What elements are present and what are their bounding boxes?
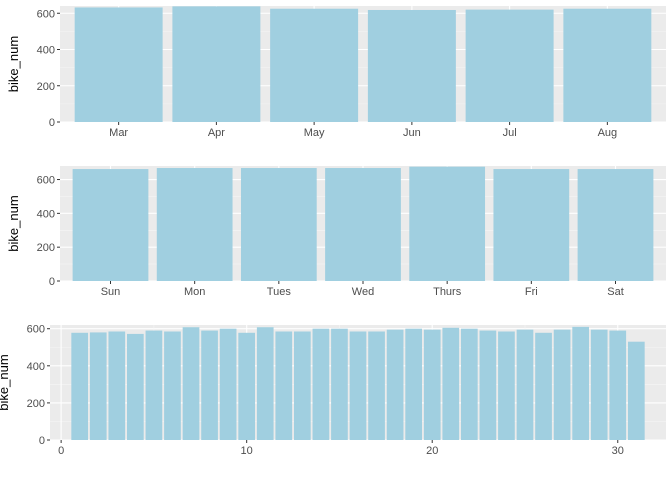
x-tick-label: 0 — [58, 445, 64, 457]
bar-day-3 — [108, 331, 126, 440]
x-tick-label: Aug — [598, 127, 618, 139]
bar-day-15 — [331, 328, 348, 440]
y-tick-label: 600 — [27, 324, 45, 336]
bar-may — [270, 8, 359, 122]
x-tick-label: Thurs — [433, 286, 462, 298]
y-tick-label: 600 — [37, 175, 55, 187]
chart-by-day-of-month: 0 200 400 600 0 10 20 30 bike_num — [0, 324, 666, 457]
x-tick-label: Jul — [503, 127, 517, 139]
y-tick-label: 200 — [27, 398, 45, 410]
bar-day-27 — [553, 329, 571, 440]
bar-day-2 — [89, 332, 107, 440]
bar-day-31 — [627, 341, 645, 440]
bar-day-26 — [535, 332, 552, 440]
bar-day-17 — [368, 331, 385, 440]
bar-jun — [367, 9, 456, 122]
bar-day-22 — [460, 328, 478, 440]
bar-day-14 — [312, 328, 330, 440]
x-tick-label: 20 — [426, 445, 438, 457]
bar-day-13 — [293, 331, 311, 440]
y-tick-label: 0 — [49, 276, 55, 288]
bar-day-19 — [405, 328, 423, 440]
bar-apr — [172, 6, 261, 122]
bar-day-4 — [127, 333, 144, 440]
x-tick-label: Jun — [403, 127, 421, 139]
bar-day-28 — [572, 326, 589, 440]
bar-day-23 — [479, 330, 497, 440]
bar-mon — [156, 168, 233, 281]
y-axis-title: bike_num — [0, 354, 11, 410]
bar-aug — [563, 8, 652, 122]
bar-day-8 — [201, 330, 218, 440]
bar-day-5 — [145, 330, 163, 440]
x-tick-label: May — [304, 127, 325, 139]
x-tick-label: Tues — [267, 286, 292, 298]
x-tick-label: 10 — [241, 445, 253, 457]
y-axis-title: bike_num — [6, 36, 21, 92]
x-tick-label: Sat — [607, 286, 624, 298]
bar-day-6 — [164, 331, 181, 440]
bar-day-11 — [256, 327, 274, 440]
chart-by-weekday: 0 200 400 600 Sun Mon Tues Wed Thurs Fri Sat bike_n… — [6, 166, 666, 298]
bar-sun — [72, 169, 149, 281]
y-tick-label: 400 — [37, 208, 55, 220]
y-tick-label: 200 — [37, 81, 55, 93]
bar-day-25 — [516, 329, 534, 440]
bar-day-20 — [423, 329, 441, 440]
bar-day-18 — [386, 329, 404, 440]
y-tick-label: 200 — [37, 242, 55, 254]
bar-day-7 — [182, 327, 200, 440]
bar-jul — [465, 9, 554, 122]
y-tick-label: 0 — [39, 435, 45, 447]
x-tick-label: Sun — [101, 286, 121, 298]
bar-tues — [240, 168, 317, 281]
bar-day-30 — [609, 330, 627, 440]
bar-day-1 — [71, 332, 89, 440]
bar-day-9 — [219, 328, 237, 440]
y-tick-label: 400 — [27, 361, 45, 373]
bar-day-10 — [238, 332, 256, 440]
x-tick-label: Wed — [352, 286, 374, 298]
x-tick-label: 30 — [612, 445, 624, 457]
y-tick-label: 600 — [37, 8, 55, 20]
y-tick-label: 400 — [37, 45, 55, 57]
bar-wed — [325, 168, 401, 281]
x-tick-label: Mar — [109, 127, 128, 139]
x-tick-label: Fri — [525, 286, 538, 298]
y-tick-label: 0 — [49, 117, 55, 129]
bar-sat — [577, 169, 654, 281]
bar-fri — [493, 169, 570, 281]
bar-day-12 — [275, 331, 293, 440]
chart-by-month: 0 200 400 600 Mar Apr May Jun Jul Aug bike_num — [6, 6, 666, 139]
bar-day-21 — [442, 327, 460, 440]
bar-day-24 — [498, 331, 515, 440]
bar-day-29 — [590, 329, 608, 440]
y-axis-title: bike_num — [6, 195, 21, 251]
bar-day-16 — [349, 331, 367, 440]
bar-thurs — [409, 166, 486, 281]
x-tick-label: Mon — [184, 286, 205, 298]
bar-mar — [74, 7, 163, 123]
x-tick-label: Apr — [208, 127, 225, 139]
